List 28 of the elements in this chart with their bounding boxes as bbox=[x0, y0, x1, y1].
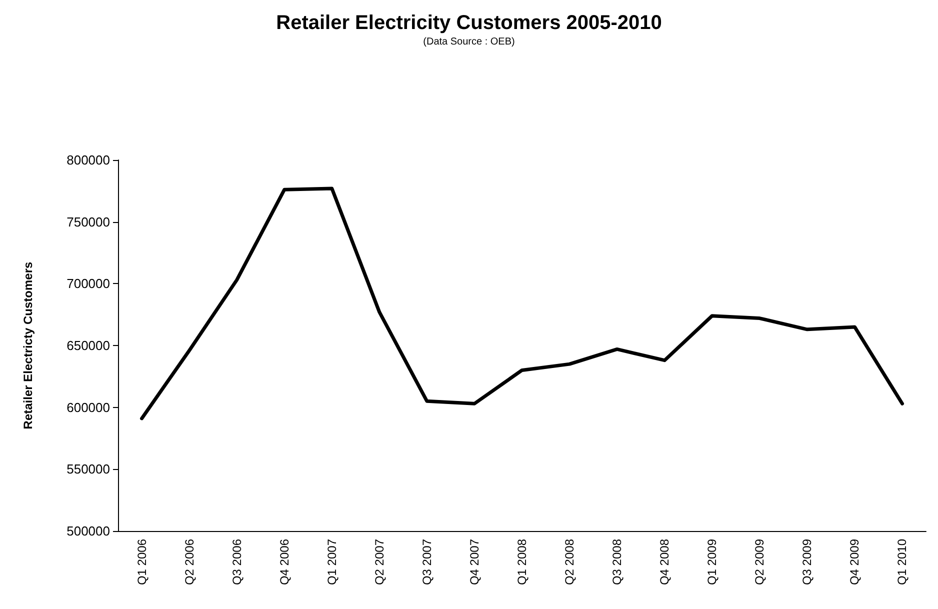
x-tick-label: Q2 2009 bbox=[752, 538, 767, 586]
x-tick-label: Q2 2007 bbox=[372, 538, 386, 586]
chart-title: Retailer Electricity Customers 2005-2010 bbox=[276, 12, 662, 34]
x-tick-label: Q4 2007 bbox=[467, 538, 482, 586]
y-tick-label: 800000 bbox=[66, 152, 110, 168]
chart-subtitle: (Data Source : OEB) bbox=[423, 36, 515, 48]
x-tick-label: Q2 2008 bbox=[562, 538, 577, 586]
x-tick-label: Q1 2007 bbox=[324, 538, 339, 586]
y-tick-label: 500000 bbox=[66, 524, 110, 538]
y-tick-label: 650000 bbox=[66, 338, 110, 353]
y-axis-title: Retailer Electricty Customers bbox=[21, 261, 35, 430]
y-tick-label: 750000 bbox=[66, 214, 110, 230]
x-tick-label: Q4 2006 bbox=[277, 538, 292, 586]
x-tick-label: Q3 2007 bbox=[420, 538, 434, 586]
x-tick-label: Q4 2008 bbox=[658, 538, 672, 586]
x-tick-label: Q3 2008 bbox=[610, 538, 624, 586]
y-tick-label: 700000 bbox=[66, 276, 110, 292]
x-tick-label: Q1 2006 bbox=[134, 538, 149, 586]
y-tick-label: 600000 bbox=[66, 400, 110, 415]
line-series bbox=[140, 186, 904, 420]
x-tick-label: Q1 2010 bbox=[895, 538, 910, 586]
x-tick-label: Q4 2009 bbox=[848, 538, 862, 586]
x-tick-label: Q2 2006 bbox=[182, 538, 196, 586]
x-tick-label: Q1 2009 bbox=[705, 538, 720, 586]
y-tick-label: 550000 bbox=[66, 462, 110, 477]
x-tick-label: Q3 2006 bbox=[230, 538, 244, 586]
x-tick-label: Q1 2008 bbox=[515, 538, 529, 586]
x-tick-label: Q3 2009 bbox=[800, 538, 814, 586]
